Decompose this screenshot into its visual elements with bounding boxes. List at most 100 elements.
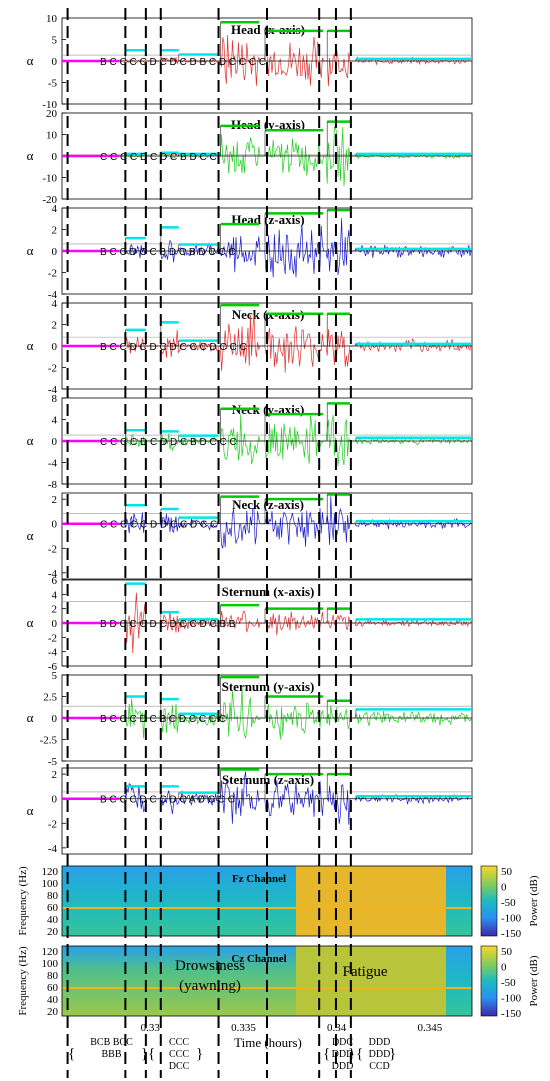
- colorbar-tick-label: 50: [501, 866, 513, 878]
- y-tick-label: 2: [52, 320, 58, 332]
- panel-sternum-y-axis-: 5 2.5 0 -2.5 -5 α Sternum (y-axis) B C C C D C …: [27, 670, 473, 768]
- colorbar-tick-label: 0: [501, 962, 507, 974]
- group-label-line: BCB BCC: [90, 1037, 133, 1048]
- group-brace-left: {: [148, 1046, 155, 1062]
- y-axis-label: α: [27, 803, 34, 818]
- spectrogram-tail: [446, 866, 472, 936]
- freq-tick-label: 20: [47, 1006, 59, 1018]
- level-labels: B D C C C D C D C C D C B B: [100, 619, 236, 630]
- group-brace-right: }: [141, 1046, 148, 1062]
- level-labels: C C C C D C D C B D C C: [100, 152, 217, 163]
- y-axis-label: α: [27, 710, 34, 725]
- spectrogram-low-power: [62, 946, 296, 1016]
- y-axis-label: α: [27, 243, 34, 258]
- group-label-line: CCD: [369, 1061, 390, 1072]
- group-label-line: DDD: [369, 1049, 391, 1060]
- y-tick-label: 0: [52, 618, 58, 630]
- colorbar-tick-label: 0: [501, 882, 507, 894]
- freq-tick-label: 20: [47, 926, 59, 938]
- y-tick-label: 0: [52, 794, 58, 806]
- y-tick-label: -2: [48, 268, 57, 280]
- y-tick-label: -4: [48, 568, 58, 580]
- y-tick-label: 2.5: [43, 692, 57, 704]
- x-tick-label: 0.335: [231, 1022, 256, 1034]
- y-tick-label: -4: [48, 843, 58, 855]
- group-label-line: DDD: [369, 1037, 391, 1048]
- freq-axis-label: Frequency (Hz): [17, 946, 29, 1016]
- colorbar-tick-label: -150: [501, 928, 522, 940]
- level-labels: B C C C C D C D C D B C D C C C C: [100, 57, 266, 68]
- y-tick-label: -4: [48, 289, 58, 301]
- y-tick-label: 0: [52, 56, 58, 68]
- group-label-line: DDC: [332, 1037, 353, 1048]
- y-tick-label: -2: [48, 363, 57, 375]
- group-label-line: DCC: [169, 1061, 190, 1072]
- x-tick-label: 0.345: [417, 1022, 442, 1034]
- colorbar-tick-label: -50: [501, 977, 516, 989]
- freq-tick-label: 60: [47, 902, 59, 914]
- spectrogram-high-power: [296, 946, 446, 1016]
- freq-tick-label: 80: [47, 890, 59, 902]
- y-tick-label: 4: [52, 589, 58, 601]
- colorbar-tick-label: 50: [501, 946, 513, 958]
- colorbar-label: Power (dB): [528, 875, 540, 926]
- y-tick-label: 2: [52, 494, 58, 506]
- y-tick-label: 10: [46, 13, 58, 25]
- y-axis-label: α: [27, 528, 34, 543]
- y-tick-label: 0: [52, 519, 58, 531]
- phase-label-fatigue: Fatigue: [343, 964, 388, 980]
- y-tick-label: -4: [48, 458, 58, 470]
- y-tick-label: 2: [52, 769, 58, 781]
- y-tick-label: 4: [52, 415, 58, 427]
- y-tick-label: 10: [46, 130, 58, 142]
- y-tick-label: -10: [42, 99, 57, 111]
- freq-tick-label: 100: [42, 878, 59, 890]
- group-label-line: DDD: [332, 1049, 354, 1060]
- y-tick-label: -5: [48, 756, 58, 768]
- phase-label-yawning: (yawning): [179, 978, 241, 994]
- panel-title: Sternum (y-axis): [222, 679, 315, 694]
- event-lines: [66, 8, 352, 1078]
- group-label-line: DDD: [332, 1061, 354, 1072]
- y-tick-label: 0: [52, 151, 58, 163]
- group-label-line: BBB: [101, 1049, 121, 1060]
- y-tick-label: 5: [52, 35, 58, 47]
- y-tick-label: 5: [52, 670, 58, 682]
- group-label-line: CCC: [169, 1049, 189, 1060]
- colorbar-tick-label: -100: [501, 993, 522, 1005]
- freq-tick-label: 100: [42, 958, 59, 970]
- y-tick-label: 0: [52, 713, 58, 725]
- y-tick-label: -6: [48, 661, 58, 673]
- spectrogram-high-power: [296, 866, 446, 936]
- y-axis-label: α: [27, 615, 34, 630]
- level-labels: B C C D C D C D C C C D C C C: [100, 342, 247, 353]
- x-tick-label: 0.33: [141, 1022, 161, 1034]
- level-labels: B C C C D C C D C A D C C C: [100, 795, 235, 806]
- group-brace-left: {: [68, 1046, 75, 1062]
- y-tick-label: -2.5: [40, 735, 58, 747]
- y-axis-label: α: [27, 338, 34, 353]
- group-brace-left: {: [356, 1046, 363, 1062]
- freq-tick-label: 80: [47, 970, 59, 982]
- y-tick-label: -2: [48, 543, 57, 555]
- freq-tick-label: 40: [47, 914, 59, 926]
- colorbar-tick-label: -50: [501, 897, 516, 909]
- level-labels: B C C C D C B C D C C C C: [100, 714, 226, 725]
- colorbar-label: Power (dB): [528, 955, 540, 1006]
- y-tick-label: -10: [42, 173, 57, 185]
- colorbar: [480, 865, 498, 937]
- panel-neck-y-axis-: 840-4-8αNeck (y-axis)C C C C D C D D C B…: [27, 393, 473, 491]
- spectrogram-tail: [446, 946, 472, 1016]
- y-tick-label: 2: [52, 604, 58, 616]
- y-tick-label: 4: [52, 298, 58, 310]
- y-tick-label: 2: [52, 225, 58, 237]
- group-brace-left: {: [323, 1046, 330, 1062]
